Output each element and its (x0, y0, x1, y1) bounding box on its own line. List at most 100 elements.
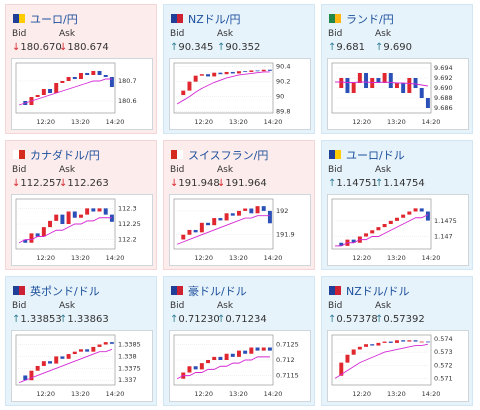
mini-chart: 1.3385 1.338 1.3375 1.337 12:20 13:20 14:20 (11, 330, 153, 402)
y-tick-label: 9.692 (434, 74, 453, 82)
flag-icon (13, 286, 25, 295)
mini-chart: 9.694 9.692 9.690 9.688 9.686 12:20 13:20 14:20 (327, 58, 469, 130)
pair-title[interactable]: NZドル/ドル (346, 285, 410, 298)
flag-icon (171, 14, 183, 23)
y-tick-label: 90.4 (276, 63, 290, 71)
candle (85, 208, 90, 215)
x-tick-label: 13:20 (71, 390, 90, 398)
price-value: 0.71230 (178, 314, 220, 325)
pair-title[interactable]: 豪ドル/ドル (188, 285, 247, 298)
y-tick-label: 0.571 (434, 374, 453, 382)
candle (72, 351, 77, 355)
candle (206, 222, 211, 226)
quote-label: Bid (12, 301, 27, 311)
price-value: 1.33863 (67, 314, 109, 325)
moving-average (176, 356, 270, 380)
candle (212, 356, 217, 360)
pair-title[interactable]: ユーロ/ドル (346, 149, 405, 162)
candle (425, 98, 430, 108)
quote-price: ↑1.33863 (59, 314, 109, 325)
moving-average (176, 215, 270, 245)
trend-arrow: ↓ (12, 178, 21, 189)
candle (351, 83, 356, 93)
quote-price: ↓180.674 (59, 42, 109, 53)
quote-price: ↑1.14751 (328, 178, 378, 189)
candle (199, 74, 204, 76)
quote-price: ↑1.33853 (12, 314, 62, 325)
flag-icon (171, 150, 183, 159)
price-value: 191.948 (178, 178, 220, 189)
trend-arrow: ↑ (217, 314, 226, 325)
candle (109, 342, 114, 344)
candle (243, 71, 248, 73)
candle (66, 77, 71, 81)
candle (41, 89, 46, 95)
pair-title[interactable]: ランド/円 (346, 13, 394, 26)
trend-arrow: ↑ (12, 314, 21, 325)
candle (60, 214, 65, 224)
pair-title[interactable]: 英ポンド/ドル (30, 285, 100, 298)
candle (376, 78, 381, 83)
mini-chart: 0.7125 0.712 0.7115 12:20 13:20 14:20 (169, 330, 311, 402)
quote-price: ↓180.670 (12, 42, 62, 53)
pair-title[interactable]: NZドル/円 (188, 13, 241, 26)
candle (261, 206, 266, 211)
pair-title[interactable]: ユーロ/円 (30, 13, 78, 26)
pair-title[interactable]: カナダドル/円 (30, 149, 100, 162)
candle (243, 350, 248, 354)
candle (249, 347, 254, 354)
candle (224, 353, 229, 360)
pair-title[interactable]: スイスフラン/円 (188, 149, 269, 162)
quote-price: ↑0.71234 (217, 314, 267, 325)
x-tick-label: 14:20 (422, 390, 441, 398)
candle (401, 340, 406, 342)
trend-arrow: ↑ (59, 314, 68, 325)
x-tick-label: 12:20 (36, 254, 55, 262)
quote-price: ↑0.71230 (170, 314, 220, 325)
y-tick-label: 112.2 (118, 236, 137, 244)
candle (54, 356, 59, 364)
currency-panel: ユーロ/円 Bid ↓180.670 Ask ↓180.674 180.7 180.6 12:… (5, 4, 157, 134)
x-tick-label: 14:20 (106, 254, 125, 262)
trend-arrow: ↓ (170, 178, 179, 189)
x-tick-label: 12:20 (36, 390, 55, 398)
quote-label: Ask (217, 29, 234, 39)
quote-price: ↑1.14754 (375, 178, 425, 189)
candle (97, 208, 102, 212)
quote-price: ↑0.57378 (328, 314, 378, 325)
candle (103, 342, 108, 345)
y-tick-label: 0.712 (276, 356, 295, 364)
candle (261, 69, 266, 72)
chart-background (327, 58, 469, 130)
candle (218, 72, 223, 75)
candle (60, 356, 65, 359)
trend-arrow: ↑ (170, 314, 179, 325)
candle (339, 242, 344, 246)
x-tick-label: 13:20 (71, 118, 90, 126)
candle (425, 211, 430, 221)
candle (419, 88, 424, 98)
trend-arrow: ↑ (170, 42, 179, 53)
trend-arrow: ↑ (217, 42, 226, 53)
trend-arrow: ↑ (328, 42, 337, 53)
y-tick-label: 1.338 (118, 352, 137, 360)
chart-background (169, 330, 311, 402)
y-tick-label: 1.337 (118, 376, 137, 384)
moving-average (18, 78, 112, 106)
moving-average (18, 348, 113, 384)
moving-average (334, 343, 429, 379)
candle (54, 214, 59, 221)
chart-background (169, 194, 311, 266)
y-tick-label: 180.6 (118, 97, 137, 105)
candle (370, 230, 375, 234)
quote-price: ↓191.948 (170, 178, 220, 189)
quote-price: ↑90.352 (217, 42, 260, 53)
candle (41, 227, 46, 237)
currency-panel: 豪ドル/ドル Bid ↑0.71230 Ask ↑0.71234 0.7125 0.712 0… (163, 276, 315, 406)
candle (66, 354, 71, 359)
price-value: 180.670 (20, 42, 62, 53)
flag-icon (13, 150, 25, 159)
x-tick-label: 12:20 (36, 118, 55, 126)
candle (394, 340, 399, 343)
